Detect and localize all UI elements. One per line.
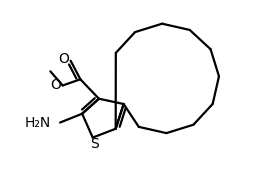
- Text: S: S: [90, 137, 99, 151]
- Text: H₂N: H₂N: [25, 116, 51, 130]
- Text: O: O: [50, 78, 61, 92]
- Text: O: O: [58, 52, 69, 66]
